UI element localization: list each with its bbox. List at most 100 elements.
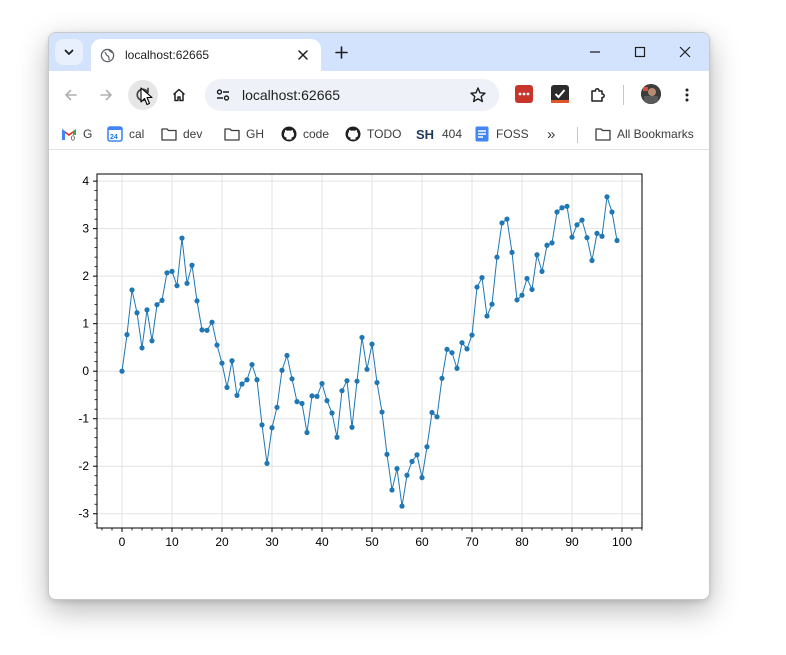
data-point (469, 332, 475, 338)
svg-text:0: 0 (71, 136, 75, 141)
y-tick-label: 3 (82, 222, 89, 236)
data-point (539, 268, 545, 275)
data-point (209, 319, 215, 325)
data-point (519, 292, 525, 298)
extension-lastpass-icon[interactable] (515, 85, 533, 103)
y-tick-label: -3 (78, 507, 89, 521)
data-point (119, 368, 125, 374)
data-point (374, 379, 380, 386)
data-point (614, 237, 620, 244)
bookmark-label: TODO (367, 127, 402, 141)
maximize-button[interactable] (628, 41, 652, 63)
data-point (384, 451, 390, 457)
close-icon (679, 46, 691, 58)
tab-close-icon[interactable] (295, 47, 311, 63)
bookmark-gh[interactable]: GH (224, 125, 264, 143)
forward-button[interactable] (92, 81, 120, 109)
data-point (369, 341, 375, 347)
data-point (199, 327, 205, 333)
bookmark-gmail[interactable]: 0 G (61, 125, 92, 143)
data-point (534, 252, 540, 258)
bookmark-star-icon[interactable] (469, 86, 487, 104)
reload-button[interactable] (128, 80, 158, 110)
data-point (169, 268, 175, 275)
extensions-button[interactable] (584, 81, 612, 109)
address-bar[interactable]: localhost:62665 (205, 79, 499, 111)
bookmark-404[interactable]: SH 404 (416, 125, 462, 143)
data-point (149, 338, 155, 344)
y-tick-label: -1 (78, 412, 89, 426)
data-point (154, 302, 160, 308)
y-tick-label: -2 (78, 459, 89, 473)
bookmarks-divider (577, 127, 578, 143)
x-axis: 0 10 20 30 40 50 60 70 80 90 100 (101, 528, 643, 549)
data-point (194, 298, 200, 304)
all-bookmarks-label: All Bookmarks (617, 127, 694, 141)
bookmark-code[interactable]: code (281, 125, 329, 143)
chevron-double-right-icon: » (547, 125, 556, 143)
bookmark-todo[interactable]: TODO (345, 125, 401, 143)
bookmarks-bar: 0 G 24 cal dev GH (49, 119, 709, 150)
plus-icon (334, 45, 348, 59)
data-point (574, 222, 580, 228)
data-point (489, 301, 495, 307)
extension-todo-icon[interactable] (551, 85, 569, 103)
data-point (564, 203, 570, 209)
close-window-button[interactable] (673, 41, 697, 63)
y-axis: -3 -2 -1 0 1 2 3 4 (78, 174, 97, 524)
browser-window: localhost:62665 (48, 32, 710, 600)
data-point (419, 475, 425, 481)
tab-search-button[interactable] (55, 39, 83, 65)
site-settings-icon[interactable] (215, 87, 231, 103)
data-point (339, 388, 345, 394)
data-point (484, 313, 490, 319)
chart-series (119, 194, 620, 509)
y-tick-label: 1 (82, 317, 89, 331)
bookmark-dev[interactable]: dev (161, 125, 202, 143)
data-point (289, 376, 295, 382)
all-bookmarks-button[interactable]: All Bookmarks (595, 125, 694, 143)
puzzle-icon (591, 88, 605, 102)
x-tick-label: 20 (215, 535, 229, 549)
bookmarks-overflow-button[interactable]: » (547, 125, 555, 143)
data-point (544, 242, 550, 248)
home-button[interactable] (165, 81, 193, 109)
data-point (429, 409, 435, 416)
data-point (284, 352, 290, 359)
data-point (509, 249, 515, 256)
new-tab-button[interactable] (332, 43, 350, 61)
arrow-right-icon (100, 89, 112, 101)
data-point (604, 194, 610, 200)
browser-tab[interactable]: localhost:62665 (91, 39, 321, 71)
data-point (179, 235, 185, 241)
data-point (139, 345, 145, 351)
data-point (454, 365, 460, 371)
bookmark-foss[interactable]: FOSS (474, 125, 529, 143)
data-point (599, 233, 605, 239)
address-text[interactable]: localhost:62665 (242, 87, 341, 103)
data-point (524, 275, 530, 282)
data-point (274, 404, 280, 410)
y-tick-label: 4 (82, 174, 89, 188)
minimize-button[interactable] (583, 41, 607, 63)
data-point (234, 392, 240, 399)
data-point (554, 209, 560, 215)
profile-avatar[interactable] (641, 84, 661, 104)
back-button[interactable] (57, 81, 85, 109)
data-point (319, 380, 325, 387)
data-point (204, 327, 210, 333)
bookmark-cal[interactable]: 24 cal (107, 125, 144, 143)
x-tick-label: 0 (119, 535, 126, 549)
bookmark-label: 404 (442, 127, 463, 141)
data-point (514, 297, 520, 303)
bookmark-label: GH (246, 127, 264, 141)
data-point (124, 332, 130, 338)
gmail-icon: 0 (61, 126, 77, 142)
data-point (214, 342, 220, 348)
x-tick-label: 10 (165, 535, 179, 549)
x-tick-label: 80 (515, 535, 529, 549)
data-point (294, 399, 300, 405)
data-point (174, 283, 180, 289)
data-point (189, 262, 195, 268)
menu-button[interactable] (673, 81, 701, 109)
